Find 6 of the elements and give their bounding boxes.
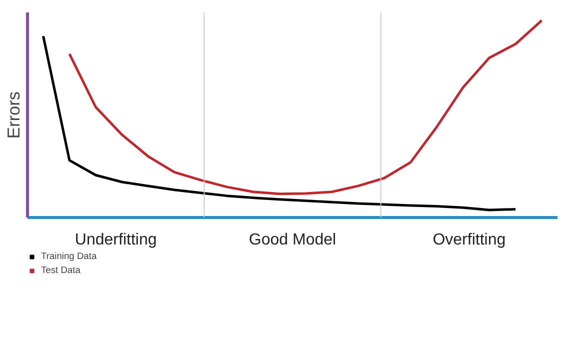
legend-label: Training Data <box>41 251 97 261</box>
text: Good Model <box>248 232 336 248</box>
legend-label: Test Data <box>41 265 80 275</box>
text: Underfitting <box>74 232 157 248</box>
y-axis-title: Errors <box>4 91 24 139</box>
text: Overfitting <box>432 232 506 248</box>
